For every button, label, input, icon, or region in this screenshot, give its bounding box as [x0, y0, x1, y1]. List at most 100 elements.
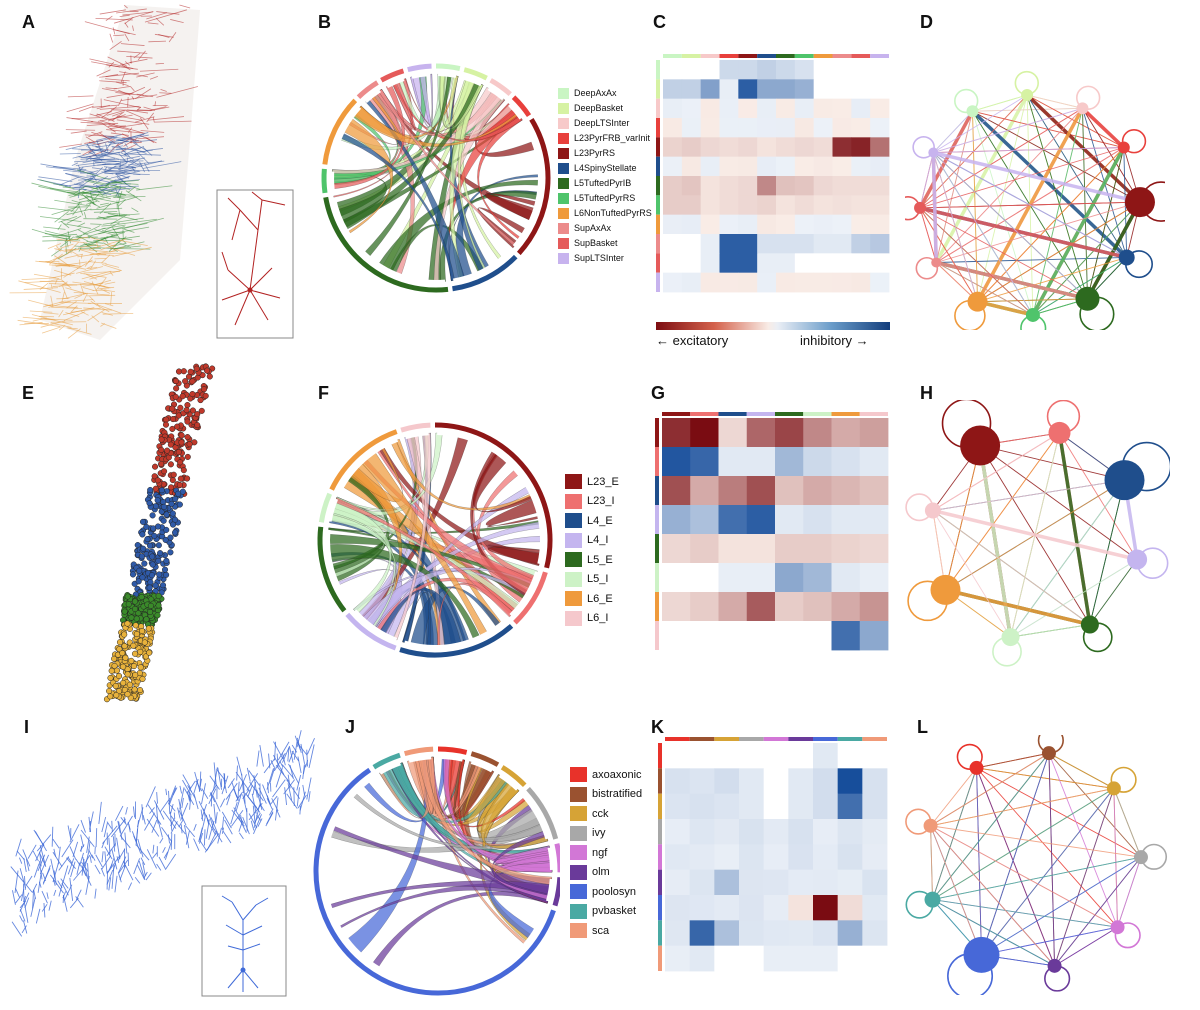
neurite	[96, 241, 99, 248]
dendrite	[266, 811, 274, 825]
matrix-cell	[837, 768, 863, 795]
matrix-cell	[776, 214, 796, 235]
soma	[247, 287, 253, 293]
neurite	[116, 115, 142, 121]
neurite	[105, 263, 120, 268]
neurite	[138, 136, 165, 140]
matrix-cell	[832, 156, 852, 177]
graph-node	[914, 201, 927, 214]
matrix-cell	[663, 253, 683, 274]
dendrite	[269, 808, 274, 816]
matrix-column-color	[700, 54, 720, 58]
dendrite	[299, 805, 301, 815]
graph-edge	[1031, 146, 1126, 316]
neurite	[77, 202, 84, 216]
legend-b-item: L5TuftedPyrIB	[558, 176, 652, 191]
legend-b-item: SupAxAx	[558, 221, 652, 236]
matrix-cell	[738, 118, 758, 138]
dendrite	[142, 814, 146, 825]
dendrite	[32, 850, 39, 862]
graph-node	[1048, 421, 1071, 444]
legend-label: sca	[592, 924, 610, 937]
matrix-cell	[662, 534, 691, 564]
neurite	[75, 266, 103, 274]
neurite	[97, 163, 120, 166]
neurite	[87, 267, 98, 270]
legend-f-item: L23_I	[565, 492, 619, 512]
graph-node	[969, 760, 984, 775]
matrix-cell	[739, 743, 765, 769]
dendrite	[209, 792, 216, 803]
graph-node	[967, 291, 988, 312]
cell	[145, 625, 152, 632]
neurite	[104, 303, 114, 307]
neurite	[96, 134, 122, 141]
dendrite	[255, 897, 269, 906]
legend-label: ivy	[592, 827, 606, 840]
graph-edge	[932, 788, 1115, 900]
matrix-cell	[714, 844, 740, 871]
matrix-cell	[700, 118, 720, 138]
dendrite	[221, 895, 233, 903]
dendrite	[193, 778, 199, 795]
matrix-cell	[870, 60, 890, 80]
matrix-cell	[719, 79, 739, 100]
cell	[116, 639, 124, 646]
neurite	[109, 33, 114, 43]
neurite	[100, 288, 111, 294]
dendrite	[170, 821, 178, 834]
legend-swatch	[565, 591, 582, 607]
neurite	[65, 182, 84, 188]
dendrite	[178, 810, 187, 826]
cell	[194, 411, 201, 418]
neurite	[110, 245, 141, 250]
neurite	[86, 265, 92, 270]
neurite	[67, 328, 81, 339]
graph-edge	[930, 767, 977, 827]
matrix-cell	[665, 793, 691, 820]
matrix-cell	[832, 214, 852, 235]
dendrite	[281, 764, 294, 779]
dendrite	[242, 969, 259, 989]
matrix-row-color	[656, 214, 660, 234]
dendrite	[158, 856, 166, 869]
matrix-cell	[862, 819, 888, 845]
neurite	[102, 123, 116, 133]
dendrite	[15, 888, 20, 898]
graph-edge	[932, 152, 978, 302]
neurite	[71, 162, 79, 166]
cell	[178, 432, 185, 439]
matrix-cell	[803, 447, 832, 477]
neurite	[69, 249, 79, 256]
dendrite	[156, 792, 158, 804]
cell	[169, 510, 176, 517]
neurite	[124, 61, 130, 66]
neurite	[28, 299, 52, 307]
cell	[158, 436, 165, 443]
cell	[169, 405, 176, 412]
chord-arc-gap	[509, 571, 539, 617]
matrix-cell	[775, 534, 804, 564]
cell	[124, 691, 131, 698]
graph-edge	[932, 752, 1050, 900]
neurite	[159, 92, 172, 94]
cell	[139, 574, 146, 581]
dendrite	[178, 819, 184, 828]
matrix-cell	[775, 592, 804, 622]
neurite	[102, 264, 122, 271]
neurite	[110, 292, 112, 306]
matrix-cell	[813, 118, 833, 138]
matrix-cell	[681, 60, 702, 80]
cell	[121, 643, 128, 650]
matrix-cell	[831, 534, 861, 564]
dendrite	[57, 880, 63, 889]
dendrite	[94, 888, 97, 899]
matrix-cell	[776, 156, 796, 177]
cell	[172, 495, 179, 502]
cell	[143, 616, 150, 623]
graph-edge	[972, 111, 978, 302]
dendrite	[200, 809, 204, 822]
dendrite	[62, 865, 69, 883]
neurite	[140, 130, 165, 133]
graph-edge	[979, 445, 1138, 560]
